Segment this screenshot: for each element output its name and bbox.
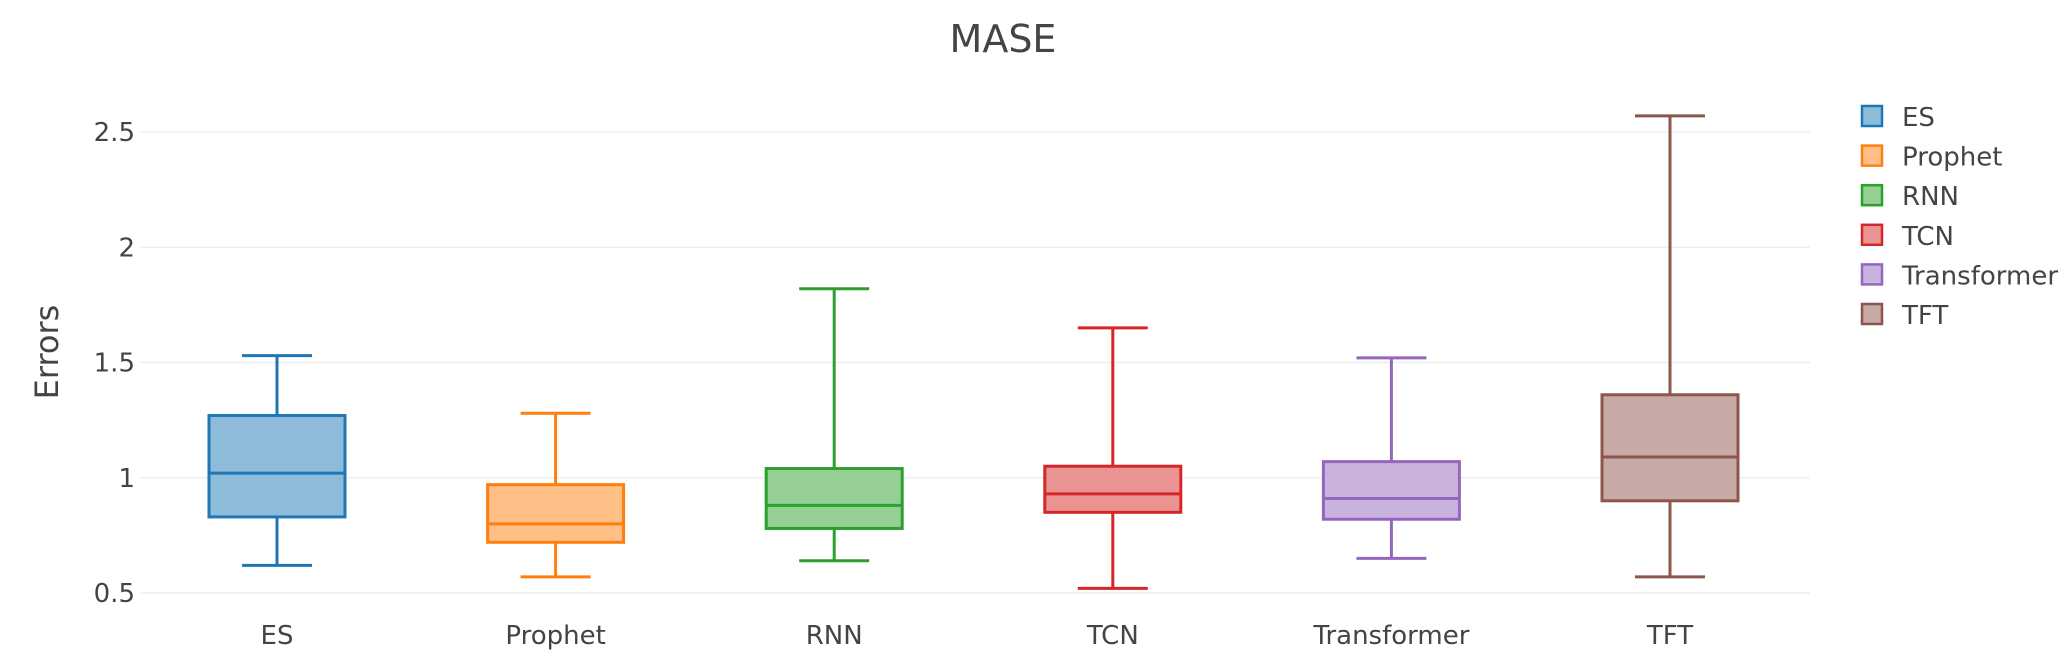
iqr-box [207,414,347,519]
x-tick-label: TFT [1646,621,1693,651]
legend-label: ES [1902,103,1935,133]
legend-swatch [1860,263,1884,286]
y-tick-label: 1 [118,464,135,494]
iqr-box [1321,460,1461,521]
iqr-box [486,483,626,544]
box-prophet[interactable] [486,411,626,579]
iqr-box [764,467,904,530]
boxes [207,114,1740,590]
y-axis-ticks: 0.5 1 1.5 2 2.5 [94,118,135,609]
legend-label: RNN [1902,182,1959,212]
legend-swatch [1860,302,1884,326]
legend-label: Prophet [1902,143,2002,173]
legend-item-prophet[interactable]: Prophet [1860,143,2002,173]
legend-item-rnn[interactable]: RNN [1860,182,1959,212]
box-transformer[interactable] [1321,356,1461,560]
y-axis-title: Errors [28,305,66,400]
legend-label: Transformer [1901,261,2058,291]
x-tick-label: Prophet [505,621,605,651]
legend-swatch [1860,104,1884,128]
legend-item-es[interactable]: ES [1860,103,1935,133]
y-tick-label: 2 [118,233,135,263]
x-tick-label: ES [261,621,294,651]
x-tick-label: Transformer [1312,621,1469,651]
box-es[interactable] [207,354,347,567]
chart-title: MASE [950,17,1057,61]
box-tcn[interactable] [1043,326,1183,590]
legend-label: TFT [1901,301,1948,331]
legend-item-transformer[interactable]: Transformer [1860,261,2058,291]
legend-swatch [1860,183,1884,207]
box-rnn[interactable] [764,287,904,563]
box-tft[interactable] [1600,114,1740,579]
y-tick-label: 0.5 [94,579,135,609]
x-axis-ticks: ES Prophet RNN TCN Transformer TFT [261,621,1694,651]
x-tick-label: RNN [806,621,863,651]
x-tick-label: TCN [1086,621,1139,651]
gridlines [140,131,1810,594]
iqr-box [1600,393,1740,503]
legend-item-tcn[interactable]: TCN [1860,222,1954,252]
legend[interactable]: ES Prophet RNN TCN Transformer TFT [1860,103,2058,331]
legend-swatch [1860,223,1884,247]
y-tick-label: 1.5 [94,349,135,379]
legend-swatch [1860,144,1884,167]
iqr-box [1043,464,1183,514]
legend-item-tft[interactable]: TFT [1860,301,1948,331]
y-tick-label: 2.5 [94,118,135,148]
legend-label: TCN [1901,222,1954,252]
